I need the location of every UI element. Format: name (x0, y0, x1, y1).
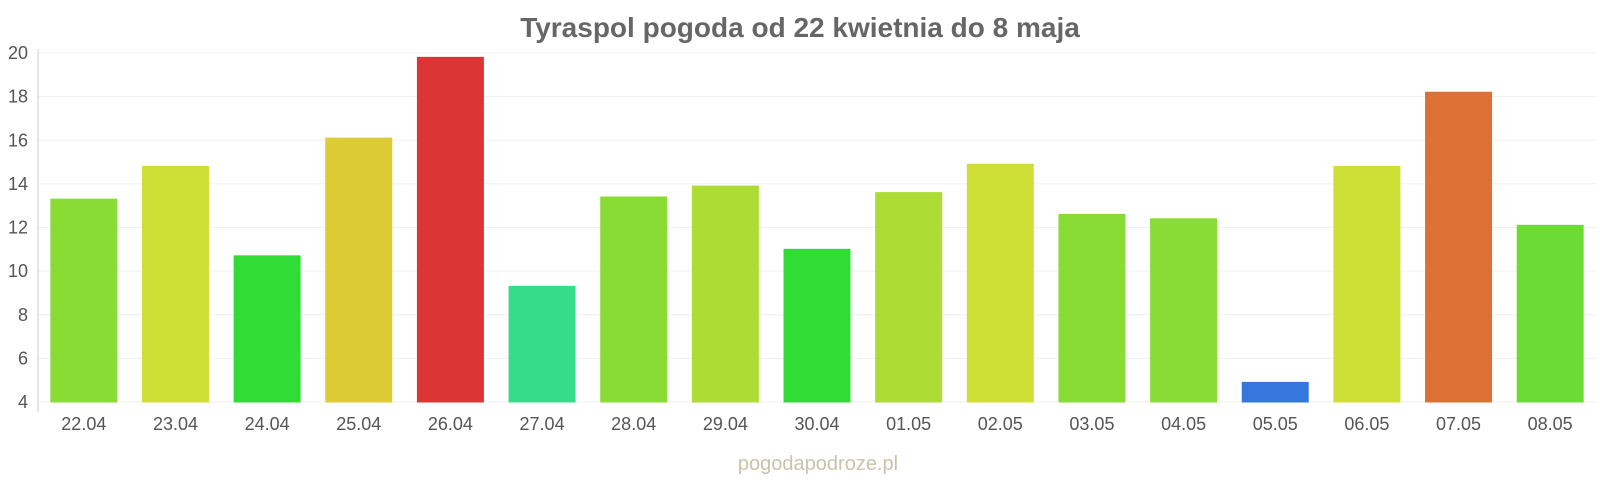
bar: 27.04: 9.3 (508, 285, 576, 403)
bar: 05.05: 4.9 (1241, 381, 1309, 403)
bar: 01.05: 13.6 (875, 192, 943, 403)
x-tick-label: 03.05 (1069, 414, 1114, 434)
x-tick-label: 08.05 (1528, 414, 1573, 434)
bar: 24.04: 10.7 (233, 255, 301, 403)
y-tick-label: 16 (8, 130, 28, 150)
y-tick-label: 20 (8, 43, 28, 63)
x-tick-label: 27.04 (520, 414, 565, 434)
y-tick-label: 12 (8, 218, 28, 238)
y-axis: 4 6 8 10 12 14 16 18 20 (8, 43, 39, 412)
watermark-text: pogodapodroze.pl (738, 453, 898, 475)
x-tick-label: 01.05 (886, 414, 931, 434)
x-tick-label: 23.04 (153, 414, 198, 434)
x-tick-label: 04.05 (1161, 414, 1206, 434)
bar: 02.05: 14.9 (966, 163, 1034, 403)
x-tick-label: 02.05 (978, 414, 1023, 434)
y-tick-label: 10 (8, 261, 28, 281)
bar: 23.04: 14.8 (141, 165, 209, 403)
y-tick-label: 6 (18, 348, 28, 368)
bar: 30.04: 11 (783, 248, 851, 403)
chart-title: Tyraspol pogoda od 22 kwietnia do 8 maja (520, 12, 1080, 43)
bar: 25.04: 16.1 (325, 137, 393, 403)
y-tick-label: 14 (8, 174, 28, 194)
y-tick-label: 18 (8, 87, 28, 107)
x-tick-label: 07.05 (1436, 414, 1481, 434)
x-tick-label: 28.04 (611, 414, 656, 434)
bar: 03.05: 12.6 (1058, 213, 1126, 403)
bar: 04.05: 12.4 (1150, 218, 1218, 403)
x-tick-label: 30.04 (794, 414, 839, 434)
x-axis: 22.04 23.04 24.04 25.04 26.04 27.04 28.04 29.04… (61, 414, 1572, 434)
x-tick-label: 22.04 (61, 414, 106, 434)
bar: 07.05: 18.2 (1425, 91, 1493, 403)
x-tick-label: 26.04 (428, 414, 473, 434)
bar: 08.05: 12.1 (1516, 224, 1584, 403)
bar: 28.04: 13.4 (600, 196, 668, 403)
x-tick-label: 25.04 (336, 414, 381, 434)
x-tick-label: 29.04 (703, 414, 748, 434)
x-tick-label: 05.05 (1253, 414, 1298, 434)
bars: 22.04: 13.3 23.04: 14.8 24.04: 10.7 25.04: … (50, 56, 1584, 403)
y-tick-label: 4 (18, 392, 28, 412)
x-tick-label: 24.04 (245, 414, 290, 434)
y-tick-label: 8 (18, 305, 28, 325)
bar: 22.04: 13.3 (50, 198, 118, 403)
x-tick-label: 06.05 (1344, 414, 1389, 434)
bar: 29.04: 13.9 (691, 185, 759, 403)
bar: 26.04: 19.8 (416, 56, 484, 403)
bar: 06.05: 14.8 (1333, 165, 1401, 403)
